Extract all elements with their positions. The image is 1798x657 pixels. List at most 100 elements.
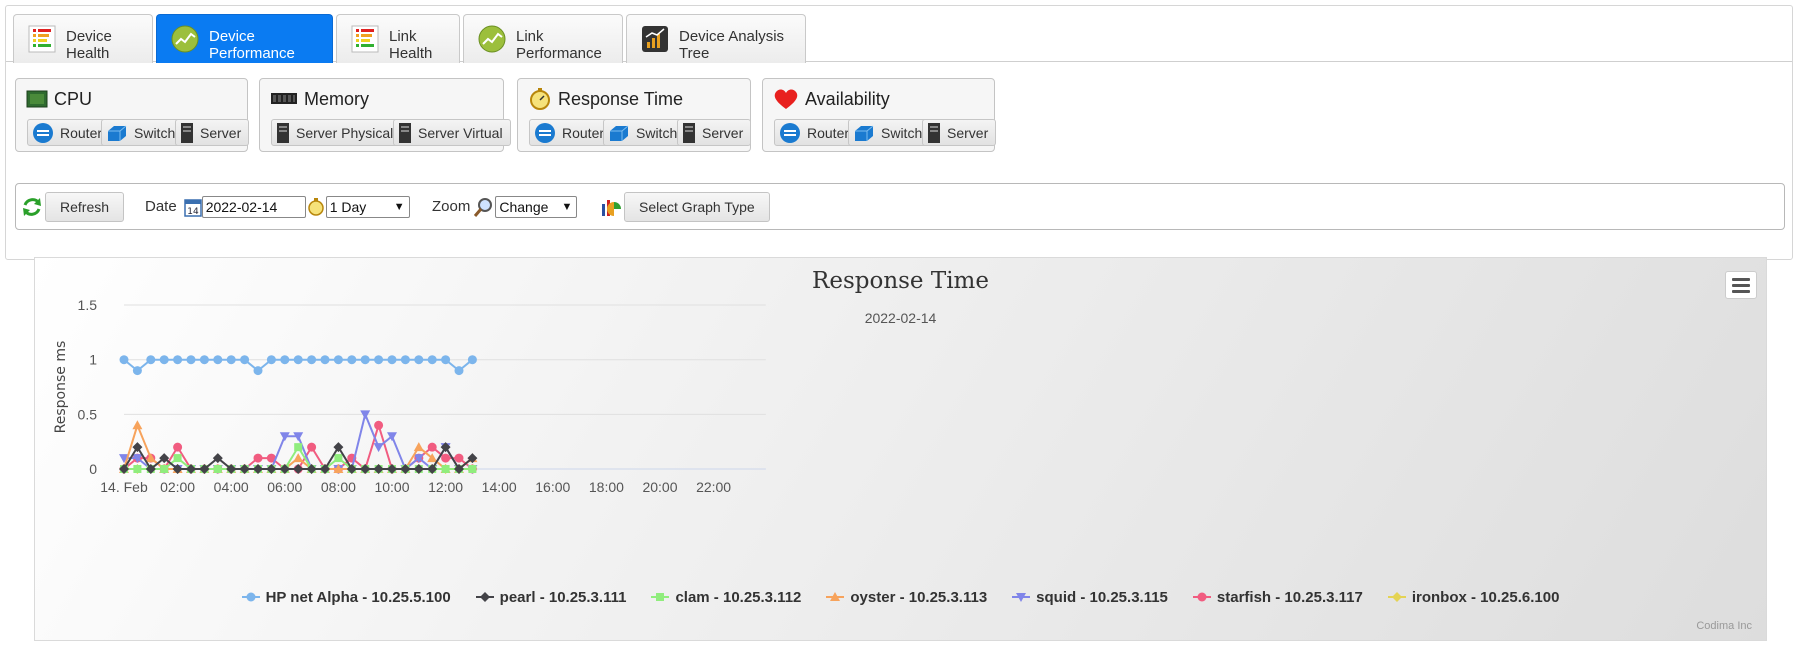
health-bars-icon [28, 25, 56, 53]
chevron-down-icon: ▼ [393, 200, 405, 213]
y-axis-label: Response ms [53, 341, 69, 434]
hamburger-icon [1732, 277, 1750, 281]
graph-type-control: Select Graph Type [600, 184, 770, 229]
legend-marker-icon [1012, 593, 1031, 602]
button-label: Server [702, 124, 744, 141]
data-point [346, 464, 357, 474]
data-point [119, 464, 129, 474]
server-icon [683, 122, 695, 143]
data-point [454, 464, 464, 474]
response-time-chart: Response Time 2022-02-14 0 0.5 1 1.5 14. Feb… [34, 257, 1767, 641]
data-point [213, 355, 223, 365]
button-label: Switch [881, 124, 923, 141]
data-point [468, 465, 477, 473]
filter-toolbar: Refresh Date 14 2022-02-14 1 Day ▼ Zoom [15, 183, 1785, 230]
legend-item[interactable]: oyster - 10.25.3.113 [826, 589, 987, 606]
data-point [441, 453, 451, 463]
tab-device-performance[interactable]: Device Performance [156, 14, 333, 63]
server-icon [928, 122, 940, 143]
button-label: Router [807, 124, 850, 141]
cpu-router-button[interactable]: Router [27, 119, 111, 146]
tab-device-health[interactable]: Device Health [13, 14, 153, 63]
legend-item[interactable]: ironbox - 10.25.6.100 [1387, 589, 1559, 606]
data-point [293, 464, 304, 474]
stopwatch-icon [530, 88, 550, 110]
chart-menu-button[interactable] [1725, 271, 1757, 299]
legend-item[interactable]: starfish - 10.25.3.117 [1192, 588, 1363, 606]
svg-text:14: 14 [187, 207, 199, 217]
tab-device-analysis-tree[interactable]: Device Analysis Tree [626, 14, 806, 63]
zoom-select[interactable]: Change ▼ [495, 195, 578, 218]
data-point [360, 410, 371, 420]
memory-group: Memory Server Physical Server Virtual [259, 78, 511, 152]
data-point [347, 355, 357, 365]
data-point [266, 453, 276, 463]
calendar-icon[interactable]: 14 [183, 197, 202, 217]
x-tick-label: 06:00 [267, 479, 302, 495]
legend-label: starfish - 10.25.3.117 [1216, 588, 1363, 606]
data-point [427, 464, 438, 474]
data-point [266, 464, 277, 474]
response-server-button[interactable]: Server [677, 119, 752, 146]
data-point [239, 464, 250, 474]
x-tick-label: 20:00 [642, 479, 677, 495]
response-time-title: Response Time [558, 88, 684, 109]
tab-link-performance[interactable]: Link Performance [463, 14, 623, 63]
memory-server-physical-button[interactable]: Server Physical [271, 119, 402, 146]
memory-server-virtual-button[interactable]: Server Virtual [393, 119, 511, 146]
legend-label: oyster - 10.25.3.113 [850, 588, 988, 606]
response-time-group-title: Response Time [528, 87, 683, 111]
server-icon [277, 122, 289, 143]
availability-switch-button[interactable]: Switch [848, 119, 931, 146]
legend-item[interactable]: clam - 10.25.3.112 [651, 589, 801, 606]
data-point [186, 464, 196, 474]
data-point [454, 366, 464, 376]
legend-item[interactable]: squid - 10.25.3.115 [1012, 589, 1168, 606]
cpu-title: CPU [54, 88, 93, 109]
data-point [253, 366, 263, 376]
data-point [173, 454, 182, 463]
data-point [253, 464, 263, 474]
switch-icon [610, 125, 629, 141]
data-point [132, 420, 143, 430]
refresh-icon[interactable] [21, 196, 43, 218]
period-select[interactable]: 1 Day ▼ [325, 195, 410, 218]
x-tick-label: 02:00 [160, 479, 195, 495]
legend-marker-icon [1387, 592, 1406, 602]
cpu-server-button[interactable]: Server [175, 119, 250, 146]
y-tick-label: 0 [89, 461, 97, 477]
data-point [374, 420, 384, 430]
data-point [293, 355, 303, 365]
memory-title: Memory [304, 88, 370, 109]
availability-router-button[interactable]: Router [774, 119, 858, 146]
x-tick-label: 14:00 [482, 479, 517, 495]
data-point [413, 464, 424, 474]
refresh-button[interactable]: Refresh [45, 191, 125, 222]
tab-link-health[interactable]: Link Health [336, 14, 460, 63]
date-input[interactable]: 2022-02-14 [201, 195, 306, 218]
data-point [145, 453, 156, 463]
hamburger-line [1732, 283, 1750, 287]
response-switch-button[interactable]: Switch [603, 119, 686, 146]
data-point [159, 355, 169, 365]
availability-server-button[interactable]: Server [922, 119, 997, 146]
stopwatch-icon [307, 197, 324, 216]
cpu-group: CPU Router Switch Server [15, 78, 250, 152]
data-point [279, 464, 290, 474]
data-point [333, 442, 344, 453]
zoom-control: Zoom Change ▼ [432, 184, 578, 229]
chart-subtitle: 2022-02-14 [864, 310, 937, 326]
data-point [226, 464, 237, 474]
chevron-down-icon: ▼ [561, 200, 573, 213]
legend-item[interactable]: pearl - 10.25.3.111 [475, 589, 626, 606]
zoom-label: Zoom [432, 198, 471, 215]
memory-group-title: Memory [270, 87, 369, 111]
data-point [132, 454, 143, 464]
dashboard-panel: Device Health Device Performance Link He… [5, 5, 1793, 260]
response-router-button[interactable]: Router [529, 119, 613, 146]
data-point [293, 432, 304, 442]
select-graph-type-button[interactable]: Select Graph Type [624, 191, 770, 222]
cpu-switch-button[interactable]: Switch [101, 119, 184, 146]
legend-marker-icon [651, 593, 670, 601]
legend-item[interactable]: HP net Alpha - 10.25.5.100 [241, 589, 451, 606]
